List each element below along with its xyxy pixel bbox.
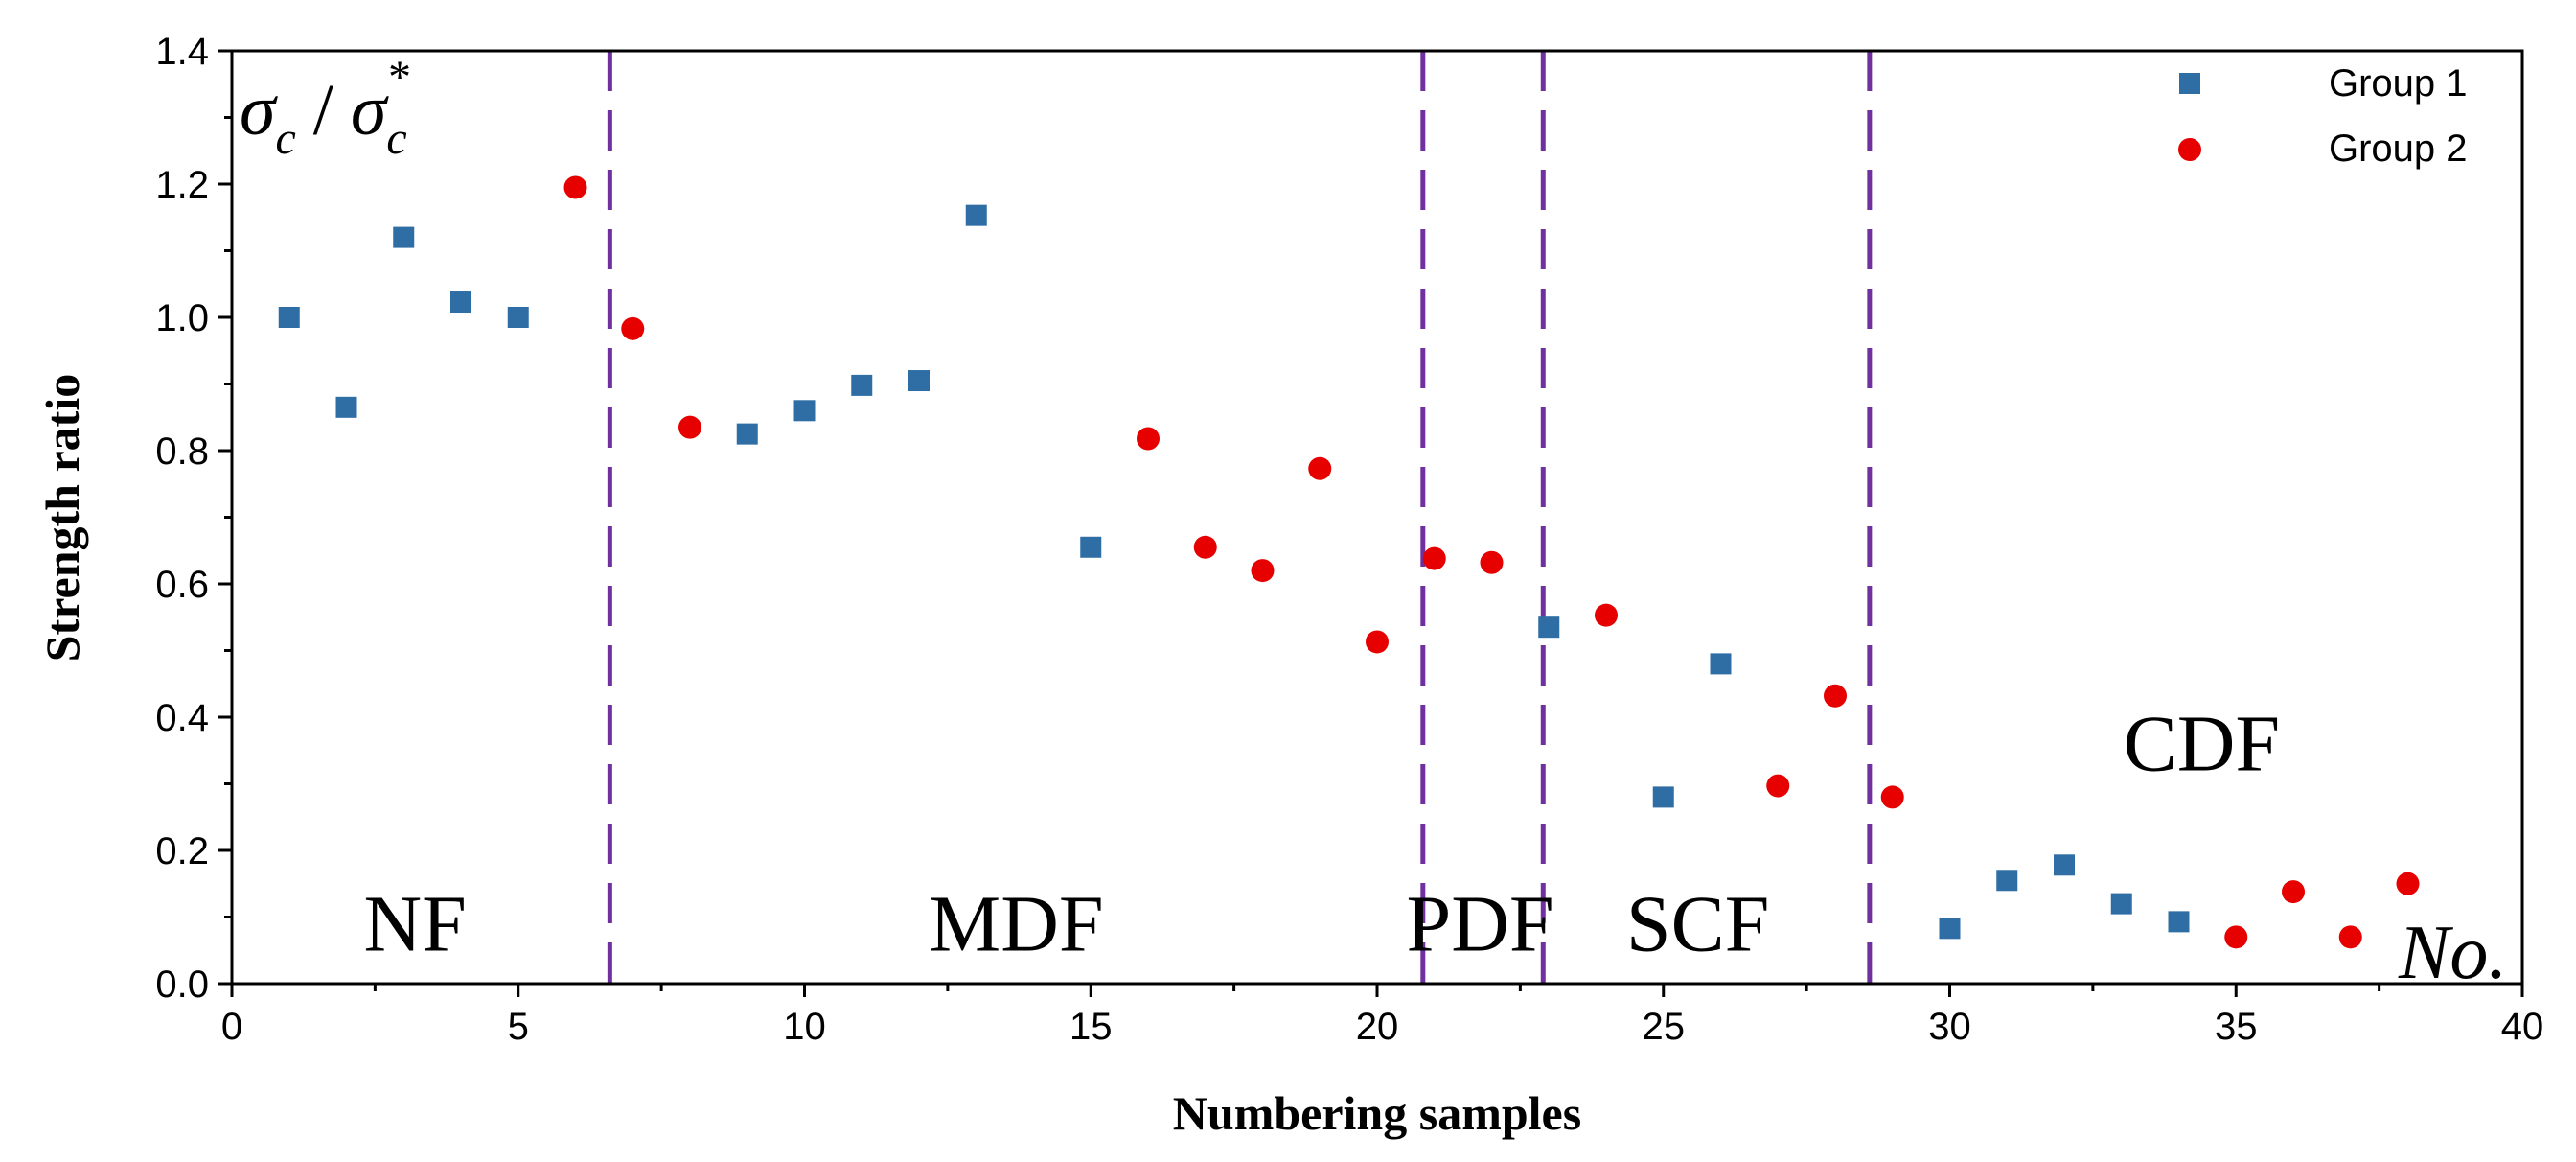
group-1-point bbox=[1080, 537, 1101, 558]
group-2-point bbox=[1423, 547, 1446, 570]
group-1-point bbox=[450, 291, 472, 313]
group-2-point bbox=[621, 317, 644, 340]
legend-marker-group-1 bbox=[2179, 73, 2200, 94]
legend-label-group-2: Group 2 bbox=[2329, 128, 2468, 170]
group-1-point bbox=[966, 205, 987, 226]
group-1-point bbox=[2111, 894, 2132, 915]
x-tick-label: 40 bbox=[2501, 1006, 2544, 1048]
group-2-point bbox=[1252, 559, 1275, 582]
region-label-nf: NF bbox=[364, 879, 467, 968]
group-2-point bbox=[2339, 925, 2362, 948]
x-annotation: No. bbox=[2398, 911, 2507, 995]
axis-ticks bbox=[218, 51, 2522, 997]
group-2-point bbox=[1366, 630, 1389, 653]
y-annotation: σc / σc* bbox=[240, 52, 409, 164]
x-tick-label: 35 bbox=[2215, 1006, 2258, 1048]
y-tick-label: 1.4 bbox=[155, 31, 209, 73]
group-1-point bbox=[279, 307, 300, 328]
y-tick-label: 1.0 bbox=[155, 297, 209, 339]
group-1-point bbox=[851, 375, 872, 396]
y-axis-title: Strength ratio bbox=[35, 374, 89, 662]
x-tick-label: 10 bbox=[783, 1006, 826, 1048]
x-tick-label: 20 bbox=[1356, 1006, 1399, 1048]
group-2-point bbox=[1137, 427, 1160, 450]
y-tick-label: 0.8 bbox=[155, 430, 209, 473]
group-2-point bbox=[564, 175, 587, 198]
group-1-point bbox=[2054, 854, 2075, 875]
group-2-point bbox=[2397, 872, 2420, 895]
group-2-point bbox=[1824, 685, 1847, 708]
x-tick-label: 25 bbox=[1643, 1006, 1686, 1048]
group-1-point bbox=[737, 424, 758, 445]
group-1-point bbox=[2169, 911, 2190, 932]
group-2-point bbox=[1595, 604, 1618, 627]
group-1-point bbox=[336, 397, 357, 418]
axis-tick-labels: 0 5 10 15 20 25 30 35 40 0.0 0.2 0.4 0.6 0.8 1.0 1.2 1.4 bbox=[155, 31, 2543, 1048]
group-1-point bbox=[1940, 918, 1961, 939]
legend-marker-group-2 bbox=[2178, 138, 2201, 161]
y-tick-label: 0.0 bbox=[155, 964, 209, 1006]
region-label-cdf: CDF bbox=[2124, 700, 2280, 789]
y-tick-label: 0.2 bbox=[155, 830, 209, 872]
region-label-pdf: PDF bbox=[1406, 879, 1553, 968]
group-1-point bbox=[393, 227, 414, 248]
group-1-point bbox=[1711, 653, 1732, 674]
group-2-point bbox=[2282, 880, 2305, 903]
group-2-point bbox=[1881, 785, 1904, 808]
data-markers bbox=[279, 175, 2420, 948]
group-2-point bbox=[678, 416, 702, 439]
region-label-mdf: MDF bbox=[930, 879, 1104, 968]
region-label-scf: SCF bbox=[1626, 879, 1769, 968]
legend: Group 1 Group 2 bbox=[2178, 62, 2468, 170]
scatter-chart: 0 5 10 15 20 25 30 35 40 0.0 0.2 0.4 0.6 0.8 1.0 1.2 1.4… bbox=[0, 0, 2576, 1162]
region-dividers bbox=[610, 51, 1870, 984]
x-tick-label: 30 bbox=[1928, 1006, 1971, 1048]
x-tick-label: 15 bbox=[1070, 1006, 1113, 1048]
x-tick-label: 5 bbox=[508, 1006, 529, 1048]
group-1-point bbox=[1538, 616, 1559, 638]
group-2-point bbox=[1481, 551, 1504, 574]
x-tick-label: 0 bbox=[221, 1006, 242, 1048]
legend-label-group-1: Group 1 bbox=[2329, 62, 2468, 105]
group-2-point bbox=[1308, 457, 1331, 480]
group-1-point bbox=[1653, 786, 1674, 807]
group-2-point bbox=[2224, 925, 2247, 948]
group-1-point bbox=[908, 370, 930, 391]
group-1-point bbox=[1996, 870, 2017, 891]
x-axis-title: Numbering samples bbox=[1173, 1086, 1581, 1140]
y-tick-label: 0.4 bbox=[155, 697, 209, 739]
region-labels: NF MDF PDF SCF CDF bbox=[364, 700, 2281, 969]
y-tick-label: 0.6 bbox=[155, 564, 209, 606]
group-2-point bbox=[1194, 536, 1217, 559]
group-2-point bbox=[1766, 775, 1789, 798]
group-1-point bbox=[794, 400, 816, 421]
y-tick-label: 1.2 bbox=[155, 164, 209, 206]
group-1-point bbox=[508, 307, 529, 328]
